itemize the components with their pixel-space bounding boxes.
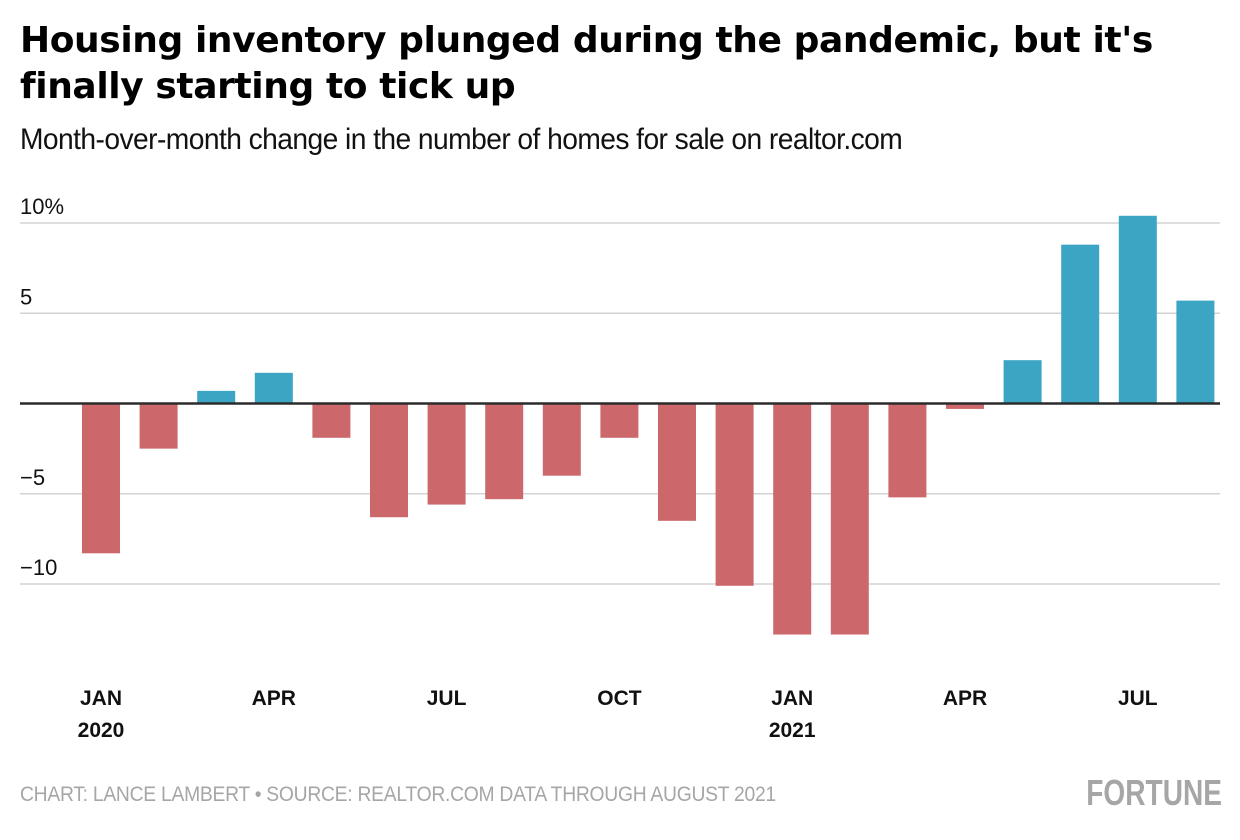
- bar-2020-04: [254, 372, 293, 404]
- x-axis-labels: JAN 2020 APR JUL OCT JAN 2021 APR JUL: [78, 687, 1158, 742]
- bar-2020-12: [715, 403, 754, 586]
- bar-2020-07: [427, 403, 466, 505]
- y-tick-label: −5: [20, 465, 45, 490]
- x-tick-label: JAN: [771, 687, 813, 710]
- x-tick-label: JAN: [80, 687, 122, 710]
- bar-2021-01: [773, 403, 812, 635]
- bars: [82, 215, 1215, 635]
- bar-2020-08: [485, 403, 524, 500]
- y-tick-label: 10%: [20, 194, 64, 219]
- bar-2020-06: [370, 403, 408, 518]
- bar-2020-02: [139, 403, 178, 449]
- bar-2021-03: [888, 403, 927, 498]
- x-tick-label: APR: [252, 687, 296, 710]
- bar-2020-10: [600, 403, 639, 438]
- chart-subtitle: Month-over-month change in the number of…: [20, 123, 903, 156]
- gridlines: [20, 222, 1220, 585]
- x-tick-label: JUL: [1118, 687, 1158, 710]
- y-tick-label: 5: [20, 284, 32, 309]
- bar-2021-02: [830, 403, 869, 635]
- y-axis-labels: 10% 5 −5 −10: [20, 194, 64, 580]
- bar-2021-04: [946, 403, 984, 409]
- x-tick-label: OCT: [597, 687, 642, 710]
- x-tick-label: JUL: [427, 687, 467, 710]
- bar-2021-08: [1176, 300, 1215, 404]
- x-tick-year-label: 2021: [769, 719, 816, 742]
- y-tick-label: −10: [20, 555, 57, 580]
- bar-2020-01: [82, 403, 120, 554]
- bar-2021-05: [1003, 360, 1042, 404]
- bar-chart: 10% 5 −5 −10 JAN 2020 APR JUL OCT JAN 2021 APR JUL: [20, 194, 1220, 742]
- chart-title: Housing inventory plunged during the pan…: [20, 20, 1153, 107]
- source-credit: CHART: LANCE LAMBERT • SOURCE: REALTOR.C…: [20, 783, 776, 806]
- bar-2021-06: [1061, 244, 1100, 404]
- bar-2020-03: [197, 390, 236, 404]
- x-tick-year-label: 2020: [78, 719, 125, 742]
- bar-2020-11: [658, 403, 696, 521]
- bar-2020-09: [542, 403, 581, 476]
- x-tick-label: APR: [943, 687, 987, 710]
- bar-2020-05: [312, 403, 351, 438]
- bar-2021-07: [1118, 215, 1157, 404]
- fortune-logo: FORTUNE: [1086, 772, 1222, 813]
